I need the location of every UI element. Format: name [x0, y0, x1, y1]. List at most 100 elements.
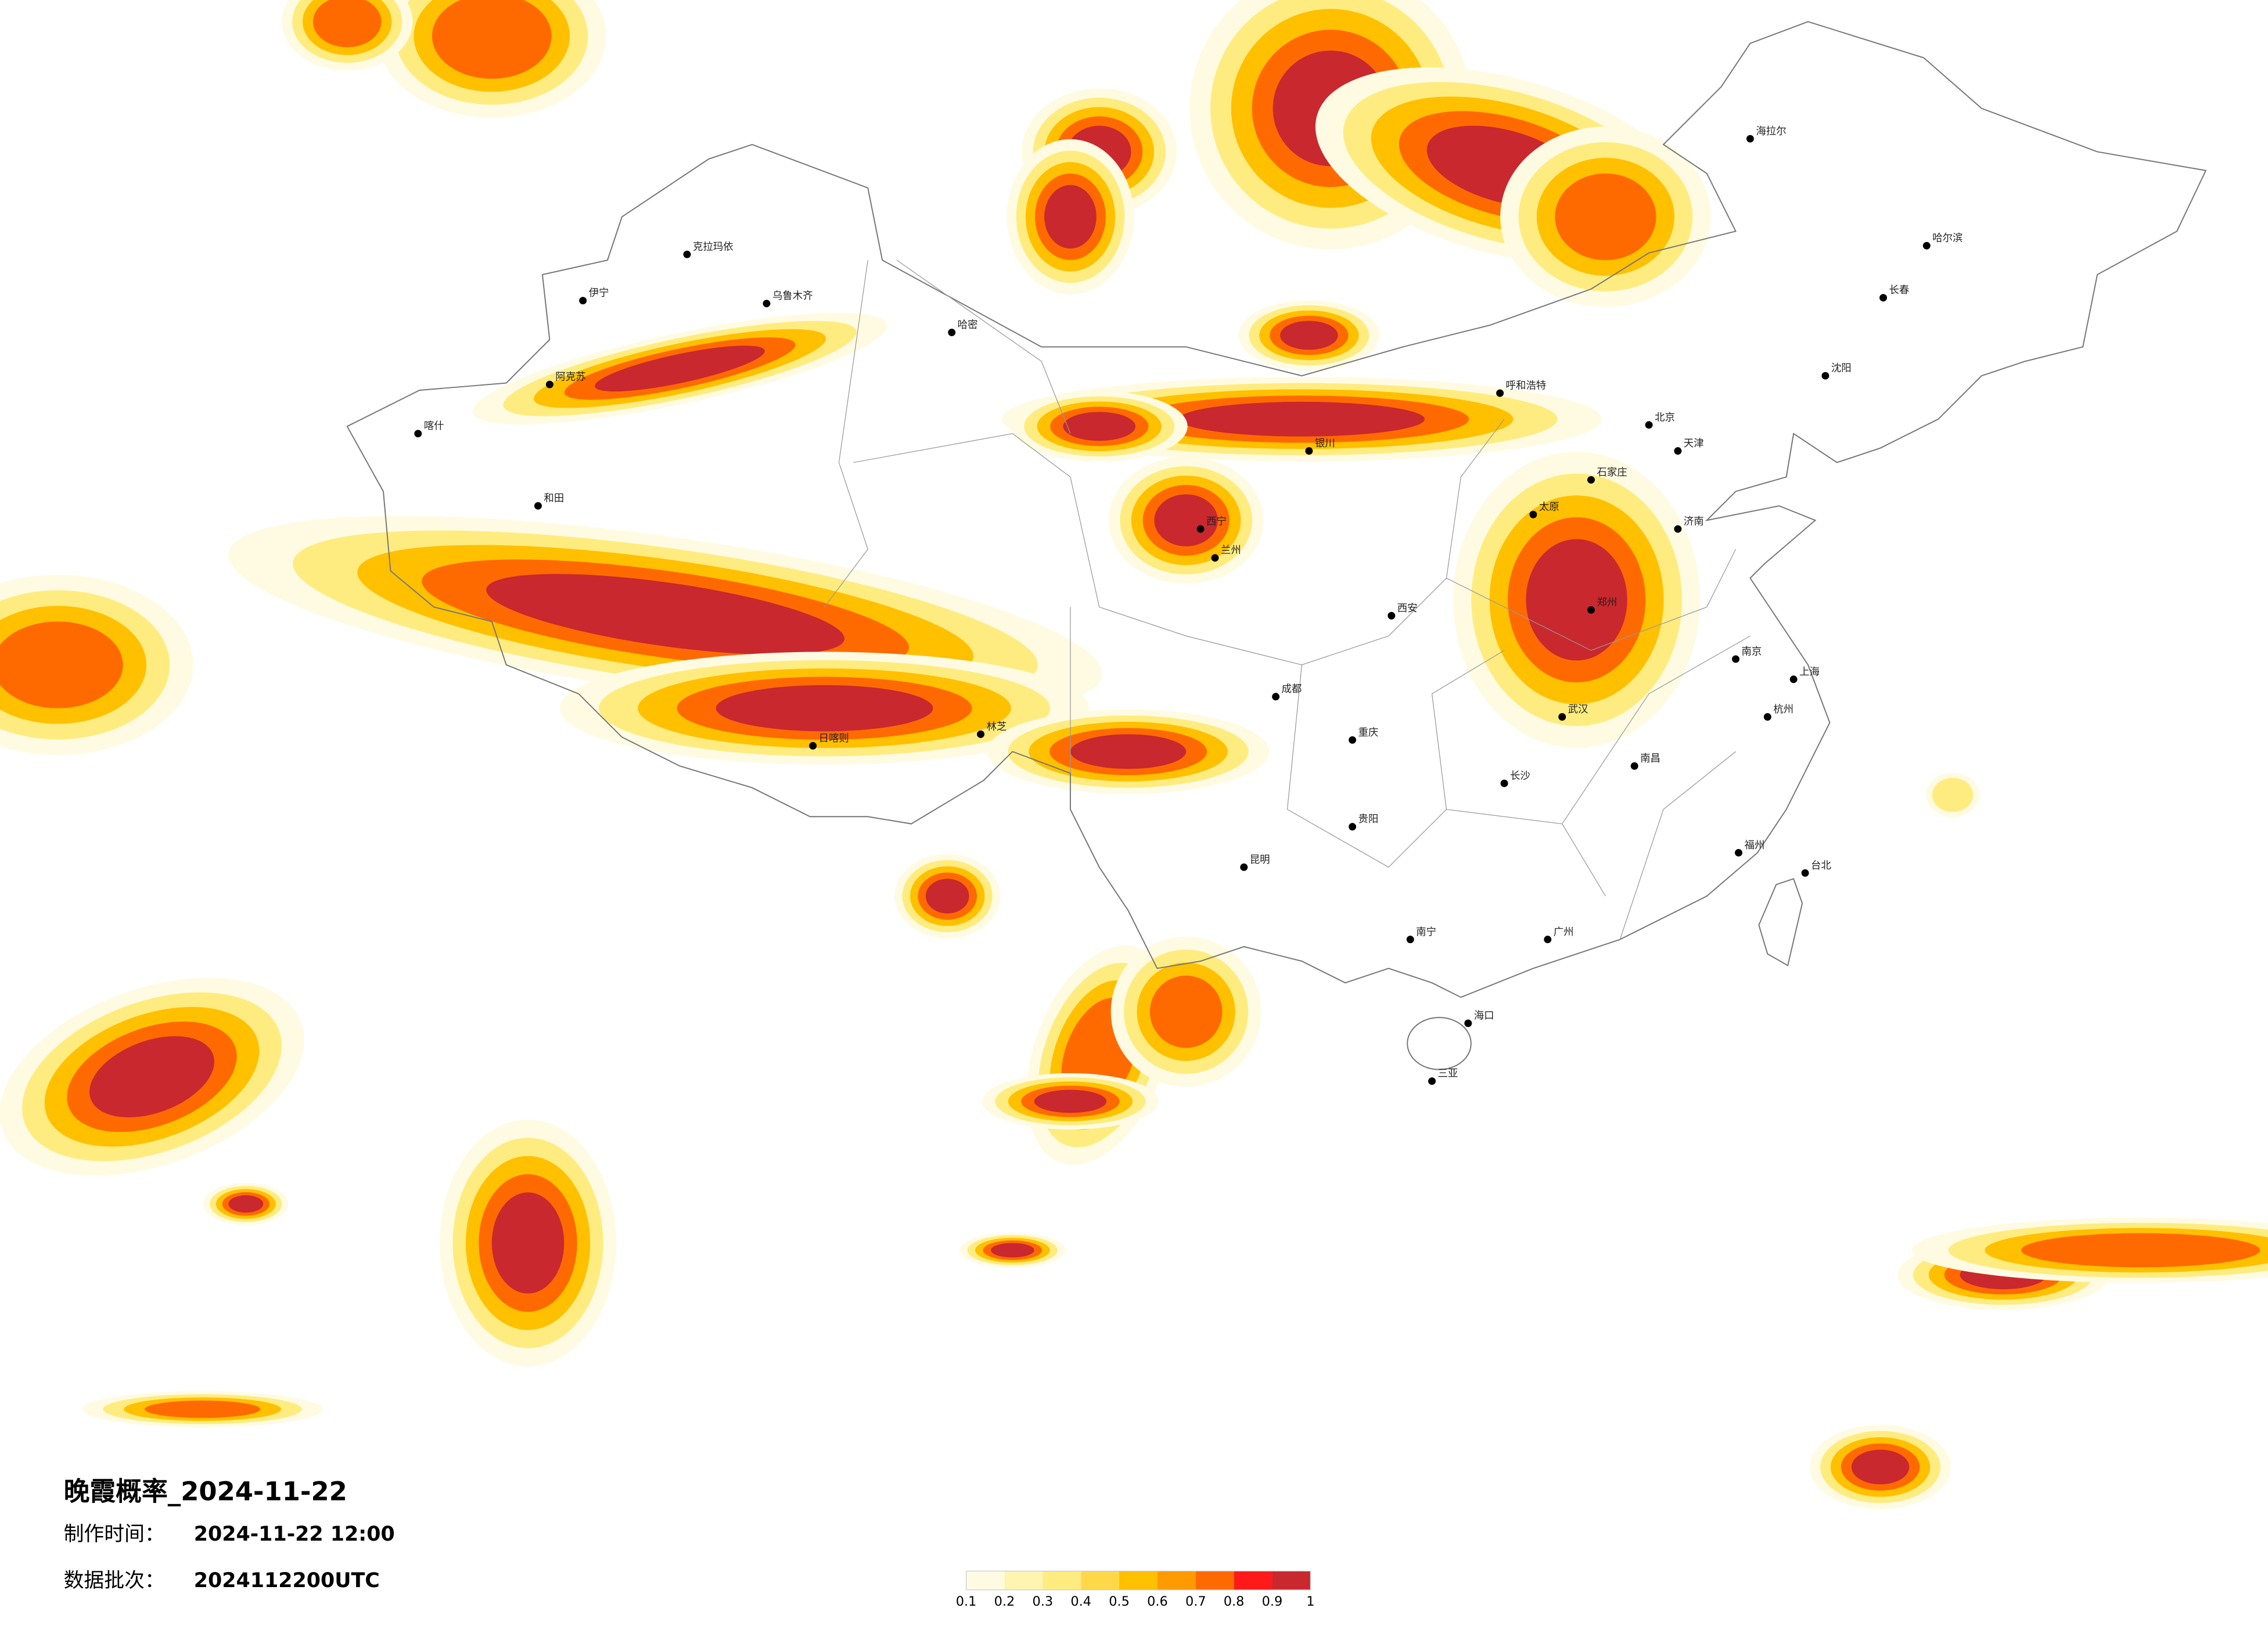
probability-area — [1154, 494, 1218, 546]
city-label: 郑州 — [1597, 597, 1617, 609]
colorbar-tick-label: 0.3 — [1033, 1594, 1054, 1609]
city-label: 长春 — [1889, 285, 1910, 296]
probability-area — [228, 1195, 264, 1213]
city-dot — [1544, 936, 1552, 944]
city-label: 西宁 — [1206, 516, 1227, 527]
city-dot — [1196, 525, 1205, 533]
info-label: 数据批次： — [64, 1569, 165, 1592]
city-dot — [1406, 936, 1414, 944]
city-dot — [1428, 1077, 1436, 1085]
city-label: 长沙 — [1510, 771, 1530, 782]
city-dot — [1496, 389, 1504, 397]
colorbar-swatch — [966, 1571, 1005, 1590]
probability-area — [432, 0, 552, 79]
city-label: 海口 — [1474, 1010, 1494, 1022]
colorbar-tick-label: 0.8 — [1224, 1594, 1245, 1609]
probability-area — [1178, 401, 1425, 437]
city-label: 克拉玛依 — [693, 242, 734, 253]
probability-area — [2021, 1233, 2260, 1268]
city-label: 成都 — [1282, 684, 1302, 695]
city-label: 南京 — [1741, 646, 1762, 657]
city-dot — [1789, 675, 1798, 684]
country-border — [346, 21, 2207, 998]
city-label: 日喀则 — [819, 733, 849, 744]
city-dot — [1645, 421, 1653, 429]
city-label: 沈阳 — [1831, 363, 1852, 375]
city-label: 阿克苏 — [555, 372, 585, 383]
probability-area — [1149, 976, 1223, 1048]
city-label: 上海 — [1799, 666, 1820, 678]
probability-field — [0, 0, 2268, 1510]
info-value: 2024-11-22 12:00 — [194, 1523, 395, 1546]
city-dot — [948, 328, 956, 336]
city-dot — [1732, 655, 1739, 663]
city-dot — [977, 730, 984, 738]
city-label: 武汉 — [1568, 704, 1588, 715]
city-dot — [1305, 447, 1313, 455]
info-label: 制作时间： — [64, 1523, 165, 1546]
city-dot — [1922, 242, 1931, 250]
probability-area — [89, 1036, 214, 1118]
city-dot — [1211, 554, 1219, 562]
colorbar-tick-label: 0.4 — [1070, 1594, 1091, 1609]
probability-area — [1044, 185, 1097, 249]
city-dot — [579, 297, 587, 305]
city-dot — [1674, 447, 1682, 455]
city-dot — [1388, 611, 1396, 620]
colorbar-swatch — [1004, 1571, 1043, 1590]
city-dot — [1500, 779, 1508, 787]
city-dot — [534, 502, 542, 510]
city-dot — [1879, 294, 1888, 302]
colorbar-tick-label: 1 — [1306, 1594, 1314, 1609]
city-label: 济南 — [1684, 516, 1704, 527]
city-label: 兰州 — [1221, 545, 1241, 556]
probability-area — [1280, 321, 1338, 350]
city-dot — [1240, 863, 1248, 871]
city-dot — [1272, 693, 1280, 701]
probability-area — [595, 346, 765, 392]
city-label: 海拉尔 — [1756, 125, 1786, 137]
colorbar-frame — [965, 1570, 1311, 1591]
city-label: 和田 — [544, 493, 564, 505]
city-label: 昆明 — [1250, 854, 1270, 866]
colorbar-tick-label: 0.9 — [1262, 1594, 1283, 1609]
city-label: 天津 — [1684, 438, 1704, 449]
city-dot — [683, 250, 691, 258]
city-label: 杭州 — [1773, 704, 1793, 715]
probability-area — [312, 0, 382, 48]
city-label: 贵阳 — [1358, 814, 1379, 825]
colorbar-tick-label: 0.5 — [1109, 1594, 1130, 1609]
probability-area — [1932, 778, 1974, 812]
probability-area — [925, 879, 969, 913]
city-dot — [1630, 762, 1638, 770]
probability-area — [491, 1192, 565, 1294]
probability-area — [486, 574, 844, 655]
city-label: 北京 — [1655, 412, 1675, 423]
city-dot — [1821, 372, 1830, 380]
city-dot — [1349, 823, 1357, 831]
city-label: 林芝 — [986, 721, 1007, 733]
colorbar-tick-label: 0.2 — [994, 1594, 1015, 1609]
city-dot — [763, 300, 771, 308]
city-dot — [1674, 525, 1682, 533]
hainan-border — [1407, 1017, 1472, 1070]
probability-area — [0, 621, 123, 708]
city-label: 广州 — [1554, 926, 1574, 938]
probability-area — [990, 1243, 1034, 1258]
city-label: 南宁 — [1416, 926, 1436, 938]
info-value: 2024112200UTC — [194, 1569, 380, 1592]
colorbar-swatch — [1043, 1571, 1081, 1590]
colorbar-swatch — [1234, 1571, 1273, 1590]
city-label: 福州 — [1744, 840, 1764, 851]
colorbar-tick-label: 0.6 — [1147, 1594, 1168, 1609]
probability-area — [1555, 173, 1656, 260]
city-dot — [1558, 713, 1566, 721]
city-label: 重庆 — [1358, 727, 1379, 739]
map-title: 晚霞概率_2024-11-22 — [64, 1476, 347, 1506]
city-dot — [414, 430, 422, 438]
colorbar-swatch — [1272, 1571, 1311, 1590]
probability-area — [1034, 1089, 1107, 1113]
